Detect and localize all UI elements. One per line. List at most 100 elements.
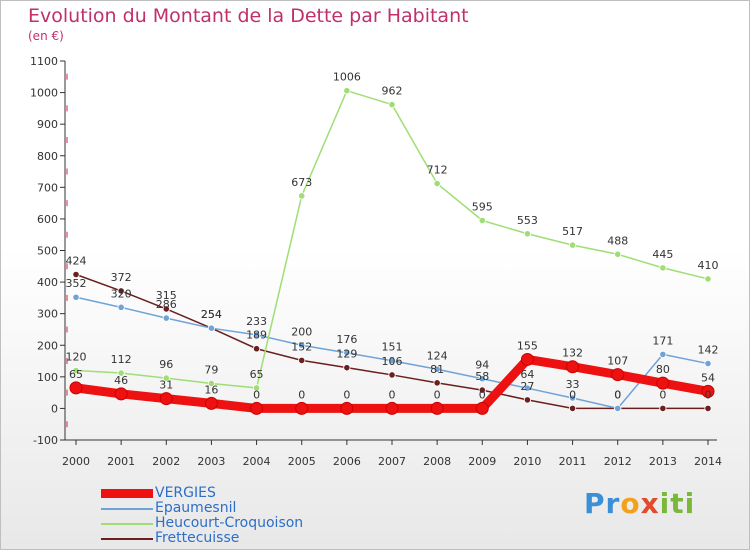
data-point-frettecuisse-2000 <box>72 270 80 279</box>
data-point-vergies-2009 <box>475 401 489 415</box>
data-point-heucourt-croquoison-2001 <box>117 369 125 377</box>
data-point-heucourt-croquoison-2003 <box>207 379 216 388</box>
data-point-epaumesnil-2013 <box>659 350 667 359</box>
data-point-vergies-2004 <box>250 401 264 415</box>
data-point-epaumesnil-2014 <box>704 359 712 368</box>
data-point-heucourt-croquoison-2010 <box>523 230 532 238</box>
data-label-vergies-2012: 107 <box>607 355 628 368</box>
data-label-heucourt-croquoison-2003: 79 <box>204 363 218 376</box>
x-tick-label-2011: 2011 <box>559 455 587 468</box>
legend-swatch-epaumesnil <box>101 507 153 510</box>
data-point-vergies-2012 <box>611 368 625 382</box>
data-label-vergies-2010: 155 <box>517 339 538 352</box>
legend-label-vergies: VERGIES <box>155 485 216 501</box>
data-label-heucourt-croquoison-2009: 595 <box>472 200 493 213</box>
data-label-epaumesnil-2008: 124 <box>427 349 448 362</box>
legend-label-frettecuisse: Frettecuisse <box>155 530 240 546</box>
data-point-epaumesnil-2009 <box>478 375 486 383</box>
x-tick-label-2012: 2012 <box>604 455 632 468</box>
x-tick-label-2008: 2008 <box>423 455 451 468</box>
data-point-vergies-2011 <box>566 360 580 374</box>
x-tick-label-2013: 2013 <box>649 455 677 468</box>
x-tick-label-2006: 2006 <box>333 455 361 468</box>
legend-label-epaumesnil: Epaumesnil <box>155 500 237 516</box>
data-point-vergies-2007 <box>385 401 399 415</box>
data-label-frettecuisse-2005: 152 <box>291 340 312 353</box>
data-label-frettecuisse-2000: 424 <box>66 255 87 268</box>
x-tick-label-2005: 2005 <box>288 455 316 468</box>
data-label-vergies-2007: 0 <box>389 388 396 401</box>
y-tick-label-1100: 1100 <box>30 55 58 68</box>
data-label-epaumesnil-2007: 151 <box>382 341 403 354</box>
data-point-heucourt-croquoison-2007 <box>388 100 396 109</box>
data-point-heucourt-croquoison-2014 <box>704 275 712 283</box>
chart-subtitle: (en €) <box>28 29 64 43</box>
x-tick-label-2014: 2014 <box>694 455 722 468</box>
data-point-heucourt-croquoison-2005 <box>298 192 306 200</box>
data-label-heucourt-croquoison-2012: 488 <box>607 234 628 247</box>
data-point-frettecuisse-2014 <box>704 404 712 413</box>
y-tick-label-200: 200 <box>37 339 58 352</box>
data-label-epaumesnil-2013: 171 <box>652 334 673 347</box>
data-point-heucourt-croquoison-2013 <box>659 264 667 272</box>
data-point-heucourt-croquoison-2004 <box>252 384 261 392</box>
data-point-epaumesnil-2010 <box>523 384 532 392</box>
y-tick-label-800: 800 <box>37 150 58 163</box>
data-point-heucourt-croquoison-2012 <box>614 250 622 258</box>
data-label-heucourt-croquoison-2005: 673 <box>291 176 312 189</box>
data-point-epaumesnil-2008 <box>433 365 441 373</box>
data-point-frettecuisse-2006 <box>343 364 351 372</box>
y-tick-label-400: 400 <box>37 276 58 289</box>
data-point-heucourt-croquoison-2009 <box>478 216 486 225</box>
data-point-vergies-2013 <box>656 376 670 390</box>
x-tick-label-2000: 2000 <box>62 455 90 468</box>
data-label-vergies-2004: 0 <box>253 388 260 401</box>
data-label-vergies-2011: 132 <box>562 347 583 360</box>
data-label-vergies-2002: 31 <box>159 379 173 392</box>
data-label-epaumesnil-2005: 200 <box>291 325 312 338</box>
data-point-frettecuisse-2009 <box>478 386 486 394</box>
data-label-vergies-2001: 46 <box>114 374 128 387</box>
data-point-frettecuisse-2010 <box>523 396 532 404</box>
data-point-epaumesnil-2012 <box>614 404 622 413</box>
data-label-frettecuisse-2011: 0 <box>569 388 576 401</box>
data-point-frettecuisse-2002 <box>162 305 170 313</box>
data-point-epaumesnil-2002 <box>162 314 170 322</box>
x-tick-label-2001: 2001 <box>107 455 135 468</box>
y-tick-label-500: 500 <box>37 245 58 258</box>
y-tick-label-300: 300 <box>37 308 58 321</box>
x-tick-label-2007: 2007 <box>378 455 406 468</box>
data-point-epaumesnil-2003 <box>207 324 216 332</box>
data-label-frettecuisse-2012: 0 <box>614 388 621 401</box>
data-label-heucourt-croquoison-2014: 410 <box>698 259 719 272</box>
data-label-frettecuisse-2008: 81 <box>430 363 444 376</box>
data-label-frettecuisse-2001: 372 <box>111 271 132 284</box>
proxiti-logo: Proxiti <box>584 487 696 520</box>
data-point-frettecuisse-2004 <box>252 345 261 353</box>
data-label-epaumesnil-2002: 286 <box>156 298 177 311</box>
data-label-vergies-2005: 0 <box>298 388 305 401</box>
data-point-heucourt-croquoison-2000 <box>72 366 80 375</box>
data-label-epaumesnil-2014: 142 <box>698 344 719 357</box>
data-label-frettecuisse-2009: 58 <box>475 370 489 383</box>
data-point-heucourt-croquoison-2011 <box>568 241 577 249</box>
data-point-epaumesnil-2011 <box>568 394 577 402</box>
data-label-heucourt-croquoison-2011: 517 <box>562 225 583 238</box>
y-tick-label-0: 0 <box>51 402 58 415</box>
data-label-epaumesnil-2010: 64 <box>520 368 534 381</box>
data-point-vergies-2014 <box>701 384 715 398</box>
y-tick-label--100: -100 <box>33 434 58 447</box>
data-point-vergies-2005 <box>295 401 309 415</box>
data-label-vergies-2006: 0 <box>343 388 350 401</box>
data-point-frettecuisse-2007 <box>388 371 396 379</box>
data-point-frettecuisse-2005 <box>298 356 306 365</box>
data-label-frettecuisse-2013: 0 <box>659 388 666 401</box>
y-tick-label-1000: 1000 <box>30 87 58 100</box>
data-point-vergies-2006 <box>340 401 354 415</box>
data-label-vergies-2003: 16 <box>204 383 218 396</box>
data-label-heucourt-croquoison-2002: 96 <box>159 358 173 371</box>
x-tick-label-2002: 2002 <box>152 455 180 468</box>
data-point-epaumesnil-2000 <box>72 293 80 301</box>
y-tick-label-100: 100 <box>37 371 58 384</box>
